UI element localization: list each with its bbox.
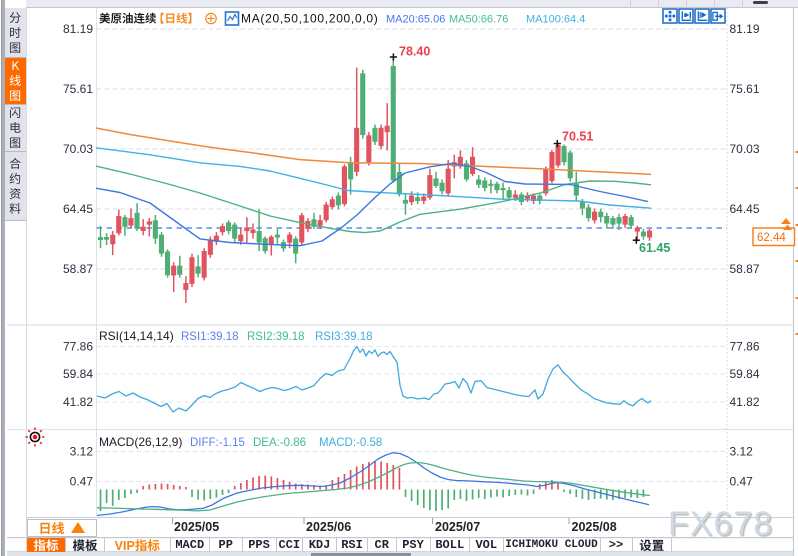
svg-text:61.45: 61.45 (639, 241, 670, 255)
svg-text:RSI2:39.18: RSI2:39.18 (247, 331, 305, 343)
svg-text:81.19: 81.19 (730, 22, 760, 36)
svg-text:RSI(14,14,14): RSI(14,14,14) (99, 329, 174, 343)
svg-text:75.61: 75.61 (63, 82, 93, 96)
svg-text:2025/08: 2025/08 (572, 520, 617, 534)
svg-text:MA100:64.4: MA100:64.4 (526, 14, 585, 26)
svg-text:2025/06: 2025/06 (306, 520, 351, 534)
svg-text:70.03: 70.03 (730, 142, 760, 156)
svg-text:MA20:65.06: MA20:65.06 (386, 14, 445, 26)
svg-text:59.84: 59.84 (730, 367, 760, 381)
svg-text:美原油连续: 美原油连续 (99, 11, 157, 27)
svg-text:MA(20,50,100,200,0,0): MA(20,50,100,200,0,0) (241, 12, 378, 26)
svg-text:77.86: 77.86 (63, 340, 93, 354)
svg-text:MACD:-0.58: MACD:-0.58 (319, 437, 382, 449)
svg-text:RSI1:39.18: RSI1:39.18 (181, 331, 239, 343)
svg-text:2025/07: 2025/07 (435, 520, 480, 534)
svg-text:DIFF:-1.15: DIFF:-1.15 (190, 437, 245, 449)
svg-text:70.03: 70.03 (63, 142, 93, 156)
svg-text:70.51: 70.51 (562, 130, 593, 144)
svg-text:DEA:-0.86: DEA:-0.86 (253, 437, 306, 449)
svg-text:64.45: 64.45 (63, 202, 93, 216)
svg-text:0.47: 0.47 (70, 475, 94, 489)
svg-text:2025/05: 2025/05 (174, 520, 219, 534)
svg-text:RSI3:39.18: RSI3:39.18 (315, 331, 373, 343)
svg-text:0.47: 0.47 (730, 475, 754, 489)
svg-text:59.84: 59.84 (63, 367, 93, 381)
svg-text:64.45: 64.45 (730, 202, 760, 216)
svg-text:77.86: 77.86 (730, 340, 760, 354)
svg-text:58.87: 58.87 (63, 262, 93, 276)
svg-text:3.12: 3.12 (70, 445, 94, 459)
svg-text:62.44: 62.44 (757, 232, 786, 244)
svg-text:【日线】: 【日线】 (153, 11, 199, 27)
svg-text:MACD(26,12,9): MACD(26,12,9) (99, 435, 182, 449)
svg-text:81.19: 81.19 (63, 22, 93, 36)
svg-text:78.40: 78.40 (399, 45, 430, 59)
svg-text:41.82: 41.82 (730, 395, 760, 409)
svg-text:MA50:66.76: MA50:66.76 (449, 14, 508, 26)
svg-text:58.87: 58.87 (730, 262, 760, 276)
svg-text:41.82: 41.82 (63, 395, 93, 409)
svg-text:75.61: 75.61 (730, 82, 760, 96)
svg-text:3.12: 3.12 (730, 445, 754, 459)
